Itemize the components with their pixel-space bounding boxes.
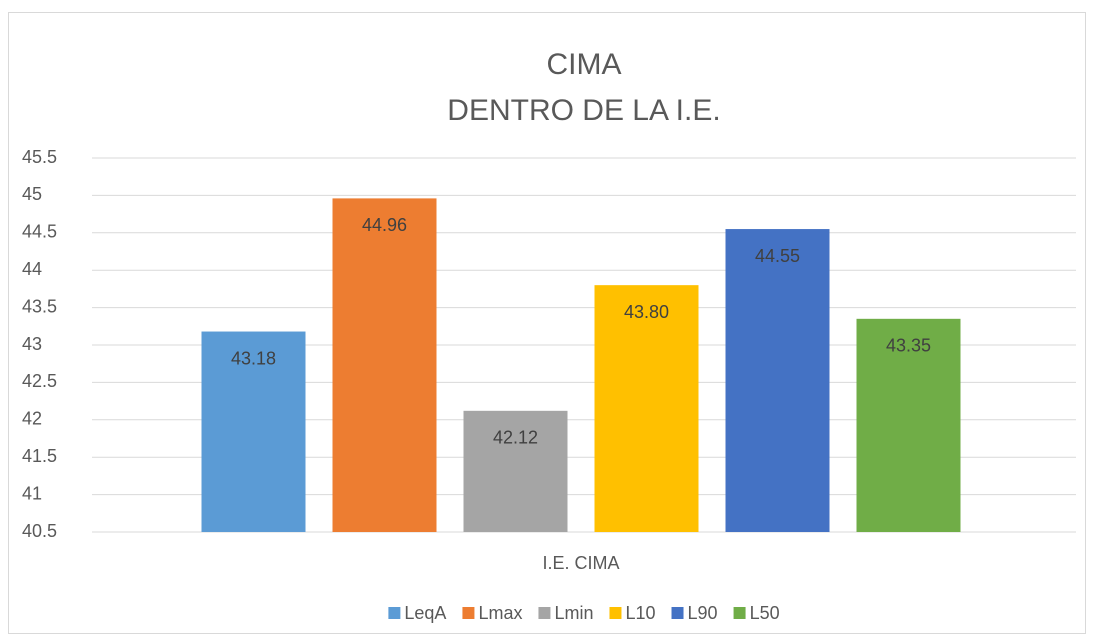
data-label: 44.96	[362, 215, 407, 235]
legend-label: L10	[625, 603, 655, 623]
y-tick-label: 42.5	[22, 371, 57, 391]
data-label: 43.18	[231, 348, 276, 368]
y-tick-label: 42	[22, 409, 42, 429]
y-tick-label: 45.5	[22, 147, 57, 167]
legend-label: Lmin	[554, 603, 593, 623]
y-tick-label: 43.5	[22, 296, 57, 316]
data-label: 43.35	[886, 336, 931, 356]
legend-swatch	[462, 607, 475, 619]
y-tick-label: 44.5	[22, 222, 57, 242]
legend-swatch	[733, 607, 746, 619]
y-tick-label: 44	[22, 259, 42, 279]
bar	[201, 331, 306, 532]
chart-title: DENTRO DE LA I.E.	[447, 94, 720, 127]
y-tick-label: 41.5	[22, 446, 57, 466]
y-tick-label: 40.5	[22, 521, 57, 541]
data-label: 42.12	[493, 428, 538, 448]
data-label: 44.55	[755, 246, 800, 266]
y-tick-label: 43	[22, 334, 42, 354]
y-tick-label: 41	[22, 483, 42, 503]
bar	[594, 285, 699, 532]
legend-label: L90	[688, 603, 718, 623]
legend-label: LeqA	[404, 603, 446, 623]
y-tick-label: 45	[22, 184, 42, 204]
legend-swatch	[671, 607, 684, 619]
legend-label: L50	[750, 603, 780, 623]
bar	[856, 318, 961, 532]
legend-swatch	[538, 607, 551, 619]
data-label: 43.80	[624, 302, 669, 322]
legend-label: Lmax	[478, 603, 522, 623]
chart-title: CIMA	[547, 48, 622, 81]
bar	[725, 229, 830, 532]
legend-swatch	[388, 607, 401, 619]
bar	[332, 198, 437, 532]
x-tick-label: I.E. CIMA	[542, 553, 619, 573]
legend-swatch	[609, 607, 622, 619]
bar	[463, 410, 568, 532]
